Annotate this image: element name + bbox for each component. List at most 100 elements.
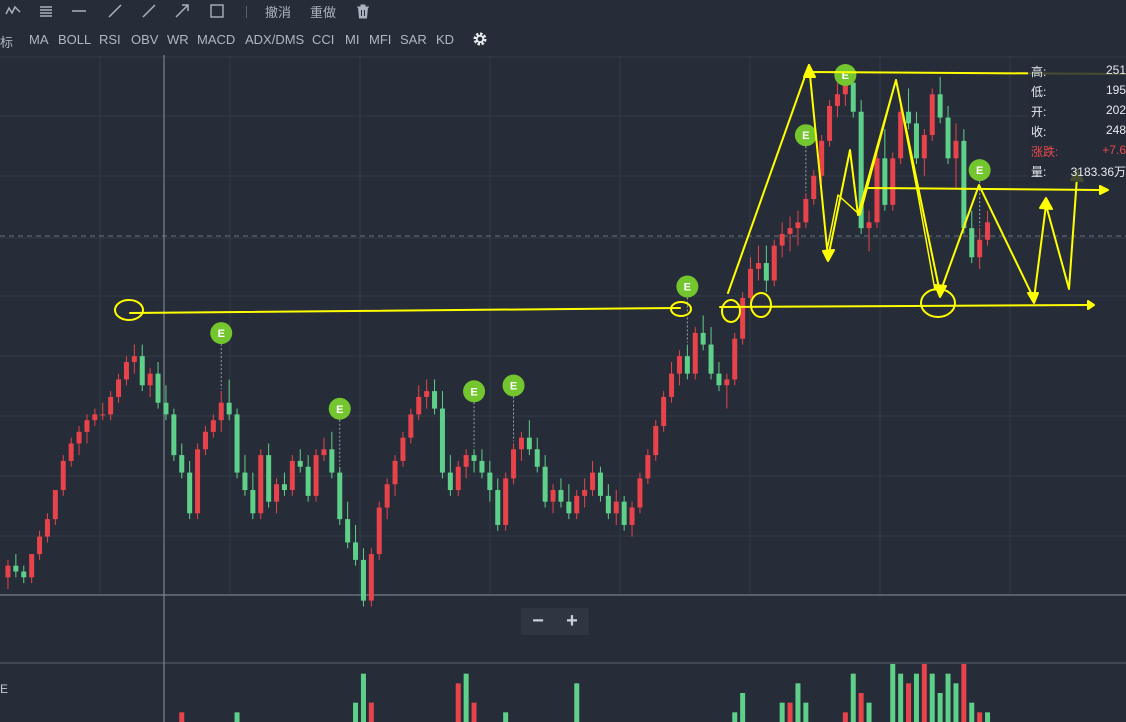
candle-body: [921, 135, 927, 159]
indicator-wr[interactable]: WR: [167, 32, 189, 47]
candle-body: [250, 490, 256, 514]
candle-body: [827, 105, 833, 141]
candle-body: [131, 356, 137, 362]
candle-body: [210, 420, 216, 432]
arrowhead-2: [822, 249, 835, 262]
event-marker: [328, 397, 351, 420]
candle-body: [424, 391, 430, 397]
volume-bar: [353, 702, 359, 722]
event-marker-label: E: [684, 282, 691, 294]
candle-body: [898, 111, 904, 159]
candle-body: [147, 373, 153, 386]
indicator-ma[interactable]: MA: [29, 32, 49, 47]
candle-body: [345, 519, 351, 543]
candle-body: [242, 472, 248, 491]
info-open: 开: 202: [1031, 103, 1126, 119]
ray-line-icon[interactable]: [106, 2, 124, 20]
indicator-boll[interactable]: BOLL: [58, 32, 92, 47]
candle-body: [819, 140, 825, 176]
indicator-adx-dms[interactable]: ADX/DMS: [245, 32, 305, 47]
candle-body: [953, 140, 959, 159]
indicator-cci[interactable]: CCI: [312, 32, 335, 47]
candle-body: [289, 460, 295, 491]
candle-body: [108, 396, 114, 415]
candle-body: [116, 379, 122, 397]
candle-body: [447, 472, 453, 491]
candle-body: [202, 431, 208, 450]
support-line-lower: [719, 304, 1089, 308]
candle-body: [985, 222, 991, 240]
volume-bars: [179, 664, 991, 722]
indicator-mfi[interactable]: MFI: [369, 32, 392, 47]
event-marker: [968, 159, 991, 182]
candle-body: [700, 332, 706, 345]
segment-line-icon[interactable]: [140, 2, 158, 20]
candle-body: [590, 472, 596, 491]
candle-body: [21, 571, 27, 578]
event-marker: [794, 124, 817, 147]
candle-body: [463, 455, 469, 467]
wave-path-projection: [939, 176, 1078, 300]
candle-body: [13, 565, 19, 572]
trend-annotations: [114, 64, 1126, 323]
horizontal-line-icon[interactable]: [70, 2, 88, 20]
candle-body: [92, 414, 98, 421]
candle-body: [740, 297, 746, 339]
arrowhead-6: [934, 284, 947, 298]
volume-bar: [850, 673, 856, 722]
candle-body: [234, 414, 240, 473]
zoom-out-button[interactable]: −: [532, 610, 544, 632]
polyline-icon[interactable]: [4, 2, 22, 20]
candle-body: [684, 356, 690, 374]
support-line-upper: [129, 307, 681, 314]
indicator-kd[interactable]: KD: [436, 32, 455, 47]
indicator-macd[interactable]: MACD: [197, 32, 236, 47]
candle-body: [842, 82, 848, 95]
candle-body: [906, 111, 912, 124]
candle-body: [771, 245, 777, 281]
candle-body: [732, 338, 738, 380]
highlight-circle-1: [114, 299, 144, 321]
candle-body: [281, 484, 287, 491]
rectangle-icon[interactable]: [208, 2, 226, 20]
candle-body: [526, 437, 532, 450]
volume-bar: [779, 702, 785, 722]
candle-body: [487, 472, 493, 491]
info-low: 低: 195: [1031, 83, 1126, 99]
candle-body: [882, 158, 888, 205]
event-marker: [502, 374, 525, 397]
indicator-mi[interactable]: MI: [345, 32, 360, 47]
volume-bar: [787, 702, 793, 722]
candle-body: [123, 362, 129, 380]
candle-body: [139, 356, 145, 386]
candle-body: [416, 396, 422, 415]
volume-bar: [574, 683, 580, 722]
candle-body: [574, 495, 580, 514]
indicator-obv[interactable]: OBV: [131, 32, 159, 47]
trash-icon[interactable]: [354, 2, 372, 20]
indicator-rsi[interactable]: RSI: [99, 32, 121, 47]
undo-button[interactable]: 撤消: [264, 4, 291, 20]
volume-bar: [471, 702, 477, 722]
indicator-menu-label[interactable]: 标: [0, 35, 14, 50]
volume-bar: [898, 673, 904, 722]
candle-body: [937, 94, 943, 118]
candle-body: [621, 501, 627, 525]
volume-pane-label: E: [0, 682, 9, 696]
candle-body: [258, 455, 264, 514]
highlight-circle-4: [750, 292, 772, 318]
redo-button[interactable]: 重做: [309, 4, 336, 20]
wave-path-side: [825, 79, 936, 291]
candlestick-chart[interactable]: E E E E E E E E: [0, 55, 1126, 722]
event-marker-label: E: [470, 386, 477, 398]
toolbar-divider: [246, 6, 247, 18]
event-marker-label: E: [802, 130, 809, 142]
arrow-line-icon[interactable]: [173, 2, 191, 20]
volume-bar: [842, 712, 848, 722]
candle-body: [661, 396, 667, 427]
gear-icon[interactable]: [472, 31, 488, 52]
indicator-sar[interactable]: SAR: [400, 32, 427, 47]
event-marker: [834, 64, 857, 86]
zoom-in-button[interactable]: +: [566, 610, 578, 632]
parallel-lines-icon[interactable]: [37, 2, 55, 20]
